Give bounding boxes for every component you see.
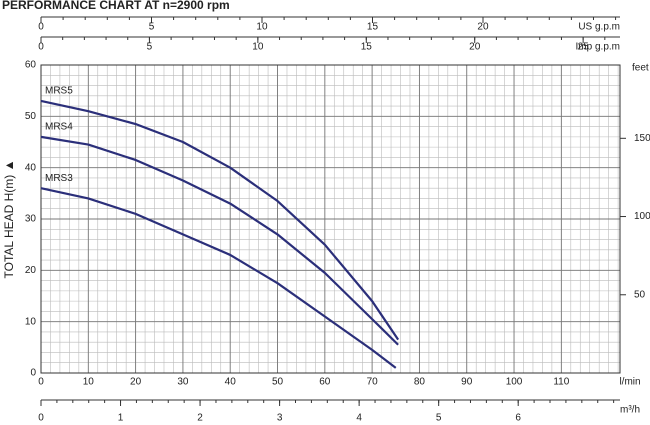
curve bbox=[40, 187, 397, 369]
bottom-tick-label: 4 bbox=[356, 413, 362, 424]
chart-title: PERFORMANCE CHART AT n=2900 rpm bbox=[2, 0, 230, 12]
x-tick-label: 30 bbox=[177, 377, 189, 388]
y-tick-label: 40 bbox=[25, 162, 37, 173]
curve bbox=[40, 99, 400, 341]
bottom-tick-label: 6 bbox=[515, 413, 521, 424]
x-axis-label: l/min bbox=[619, 377, 640, 388]
top-tick-label: 0 bbox=[38, 42, 44, 53]
curve-label: MRS5 bbox=[45, 86, 73, 97]
bottom-tick-label: 0 bbox=[38, 413, 44, 424]
plot-frame bbox=[40, 64, 621, 374]
y2-tick-label: 100 bbox=[634, 211, 650, 222]
y-tick-label: 60 bbox=[25, 60, 37, 71]
x-tick-label: 10 bbox=[83, 377, 95, 388]
top-tick-label: 10 bbox=[256, 22, 268, 33]
x-tick-label: 60 bbox=[319, 377, 331, 388]
top-tick-label: 15 bbox=[361, 42, 373, 53]
y-tick-label: 10 bbox=[25, 316, 37, 327]
y2-tick-label: 50 bbox=[634, 289, 646, 300]
curve-label: MRS3 bbox=[45, 173, 73, 184]
top-axis-label: Imp g.p.m bbox=[576, 42, 620, 53]
top-tick-label: 0 bbox=[38, 22, 44, 33]
x-tick-label: 50 bbox=[272, 377, 284, 388]
x-tick-label: 20 bbox=[130, 377, 142, 388]
top-tick-label: 20 bbox=[477, 22, 489, 33]
y2-tick-label: 150 bbox=[634, 133, 650, 144]
bottom-axis-label: m³/h bbox=[620, 405, 640, 416]
top-axis-label: US g.p.m bbox=[578, 22, 620, 33]
y-tick-label: 20 bbox=[25, 265, 37, 276]
x-tick-label: 0 bbox=[38, 377, 44, 388]
x-tick-label: 90 bbox=[461, 377, 473, 388]
y-tick-label: 50 bbox=[25, 111, 37, 122]
top-tick-label: 5 bbox=[147, 42, 153, 53]
y2-axis-label: feet bbox=[632, 63, 649, 74]
x-tick-label: 40 bbox=[225, 377, 237, 388]
top-tick-label: 5 bbox=[149, 22, 155, 33]
x-tick-label: 70 bbox=[367, 377, 379, 388]
top-tick-label: 25 bbox=[578, 42, 590, 53]
y-tick-label: 0 bbox=[30, 368, 36, 379]
top-tick-label: 15 bbox=[367, 22, 379, 33]
top-tick-label: 10 bbox=[252, 42, 264, 53]
top-tick-label: 20 bbox=[469, 42, 481, 53]
y-axis-label: TOTAL HEAD H(m) ▲ bbox=[2, 160, 16, 279]
bottom-tick-label: 2 bbox=[197, 413, 203, 424]
curve-label: MRS4 bbox=[45, 122, 73, 133]
x-tick-label: 80 bbox=[414, 377, 426, 388]
x-tick-label: 100 bbox=[506, 377, 523, 388]
bottom-tick-label: 1 bbox=[118, 413, 124, 424]
y-tick-label: 30 bbox=[25, 214, 37, 225]
curve bbox=[40, 135, 399, 346]
bottom-tick-label: 5 bbox=[436, 413, 442, 424]
x-tick-label: 110 bbox=[553, 377, 569, 388]
bottom-tick-label: 3 bbox=[277, 413, 283, 424]
